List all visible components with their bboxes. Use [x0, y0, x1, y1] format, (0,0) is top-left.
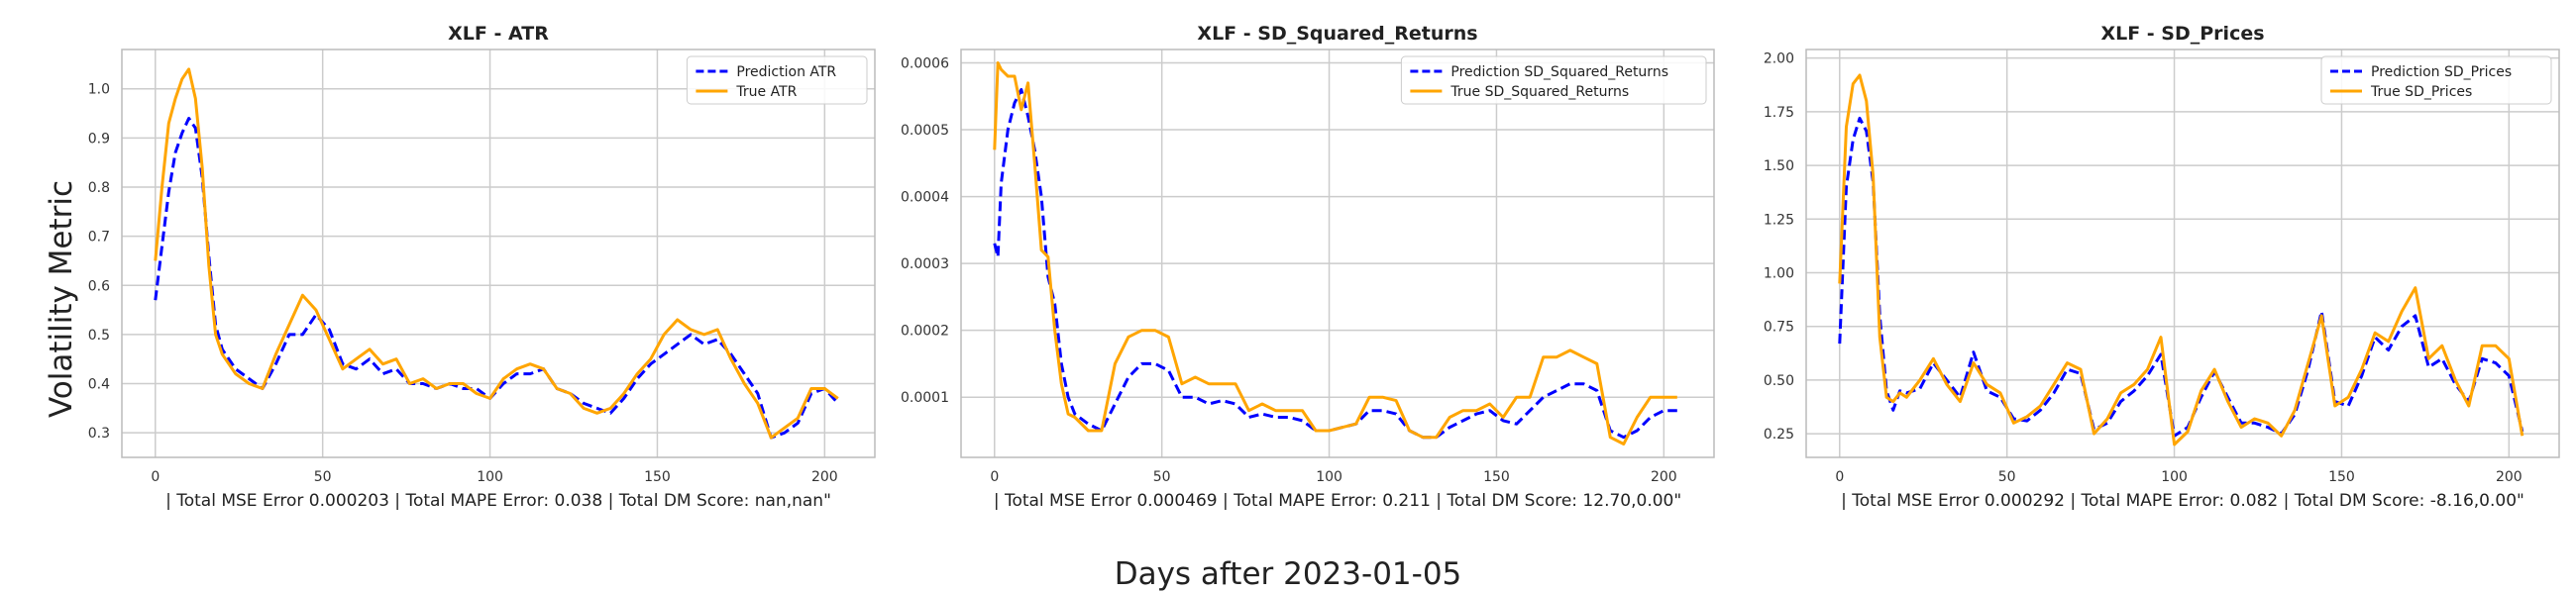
- plot-area: [1806, 50, 2559, 457]
- x-tick-label: 50: [1153, 469, 1171, 485]
- figure-ylabel: Volatility Metric: [44, 180, 79, 418]
- x-tick-label: 100: [1316, 469, 1342, 485]
- chart-metrics-caption: | Total MSE Error 0.000469 | Total MAPE …: [994, 491, 1681, 511]
- x-tick-label: 200: [1651, 469, 1677, 485]
- x-tick-label: 0: [990, 469, 999, 485]
- figure-xlabel: Days after 2023-01-05: [1115, 556, 1462, 592]
- chart-panel-1: 0 50 100 150 200 0.3 0.4 0.5 0.6 0.7 0.8 0.9 1.0 XLF …: [88, 23, 876, 511]
- legend: Prediction SD_Prices True SD_Prices: [2320, 55, 2552, 105]
- legend-label: Prediction ATR: [736, 64, 836, 80]
- x-tick-label: 200: [2496, 469, 2522, 485]
- plot-frame: [121, 49, 876, 458]
- y-tick-label: 1.50: [1764, 158, 1794, 174]
- legend-box: [686, 55, 868, 105]
- y-tick-label: 0.0004: [901, 190, 949, 206]
- plot-frame: [960, 49, 1715, 458]
- legend-label: True SD_Squared_Returns: [1449, 84, 1629, 100]
- plot-frame: [1805, 49, 2560, 458]
- legend-label: True ATR: [735, 84, 797, 100]
- y-tick-label: 0.4: [88, 377, 110, 393]
- y-tick-label: 0.5: [88, 328, 110, 344]
- x-tick-label: 50: [314, 469, 332, 485]
- chart-metrics-caption: | Total MSE Error 0.000292 | Total MAPE …: [1841, 491, 2524, 511]
- legend: Prediction SD_Squared_Returns True SD_Squ…: [1400, 55, 1707, 105]
- x-tick-label: 200: [811, 469, 838, 485]
- x-tick-label: 0: [1835, 469, 1844, 485]
- true-series-line: [154, 67, 839, 440]
- legend-label: Prediction SD_Squared_Returns: [1450, 64, 1668, 80]
- legend-box: [2320, 55, 2552, 105]
- y-tick-label: 0.0001: [901, 390, 949, 406]
- x-tick-label: 150: [1483, 469, 1510, 485]
- chart-title: XLF - SD_Squared_Returns: [1197, 23, 1477, 45]
- true-series-line: [993, 61, 1677, 446]
- y-tick-label: 0.75: [1764, 320, 1794, 336]
- prediction-series-line: [1838, 116, 2524, 438]
- plot-area: [122, 50, 875, 457]
- y-tick-label: 0.6: [88, 278, 110, 294]
- chart-metrics-caption: | Total MSE Error 0.000203 | Total MAPE …: [165, 491, 831, 511]
- true-series-line: [1838, 73, 2524, 446]
- y-tick-label: 0.0006: [901, 56, 949, 72]
- y-tick-label: 1.75: [1764, 105, 1794, 121]
- chart-title: XLF - SD_Prices: [2100, 23, 2264, 45]
- legend-label: True SD_Prices: [2370, 84, 2472, 100]
- y-tick-label: 2.00: [1764, 51, 1794, 67]
- legend-box: [1400, 55, 1707, 105]
- legend: Prediction ATR True ATR: [686, 55, 868, 105]
- x-tick-label: 0: [151, 469, 160, 485]
- y-tick-label: 0.0003: [901, 256, 949, 272]
- chart-panel-2: 0 50 100 150 200 0.0001 0.0002 0.0003 0.0004 0.00…: [901, 23, 1715, 511]
- y-tick-label: 0.0002: [901, 324, 949, 340]
- legend-label: Prediction SD_Prices: [2371, 64, 2512, 80]
- y-tick-label: 0.9: [88, 131, 110, 147]
- x-tick-label: 50: [1998, 469, 2016, 485]
- y-tick-label: 1.00: [1764, 266, 1794, 282]
- y-tick-label: 0.50: [1764, 373, 1794, 389]
- chart-title: XLF - ATR: [448, 23, 549, 45]
- y-tick-label: 0.0005: [901, 123, 949, 139]
- prediction-series-line: [154, 117, 839, 440]
- x-tick-label: 100: [2161, 469, 2188, 485]
- y-tick-label: 0.3: [88, 426, 110, 442]
- x-tick-label: 150: [2328, 469, 2355, 485]
- plot-area: [961, 50, 1714, 457]
- y-tick-label: 1.0: [88, 82, 110, 98]
- y-tick-label: 0.8: [88, 180, 110, 196]
- y-tick-label: 1.25: [1764, 212, 1794, 228]
- chart-panel-3: 0 50 100 150 200 0.25 0.50 0.75 1.00 1.25 1.50 1.75…: [1764, 23, 2560, 511]
- x-tick-label: 150: [644, 469, 671, 485]
- y-tick-label: 0.7: [88, 230, 110, 246]
- x-tick-label: 100: [477, 469, 503, 485]
- y-tick-label: 0.25: [1764, 427, 1794, 443]
